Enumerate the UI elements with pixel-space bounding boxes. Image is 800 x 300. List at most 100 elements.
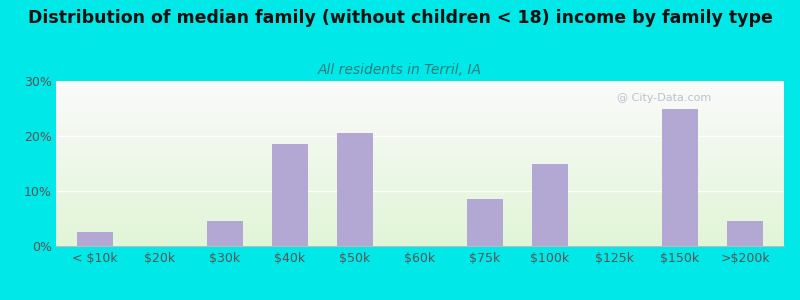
- Bar: [56, 135, 784, 136]
- Bar: [56, 226, 784, 227]
- Bar: [56, 156, 784, 157]
- Bar: [56, 172, 784, 173]
- Bar: [56, 136, 784, 137]
- Bar: [56, 118, 784, 119]
- Bar: [56, 175, 784, 176]
- Bar: [56, 196, 784, 197]
- Bar: [56, 198, 784, 199]
- Bar: [56, 185, 784, 186]
- Bar: [56, 179, 784, 180]
- Bar: [56, 110, 784, 111]
- Bar: [56, 141, 784, 142]
- Bar: [56, 215, 784, 216]
- Bar: [77, 232, 113, 246]
- Bar: [56, 209, 784, 210]
- Bar: [56, 126, 784, 127]
- Bar: [56, 158, 784, 159]
- Bar: [56, 108, 784, 109]
- Bar: [532, 164, 568, 246]
- Bar: [56, 245, 784, 246]
- Bar: [56, 170, 784, 171]
- Bar: [56, 237, 784, 238]
- Bar: [56, 86, 784, 87]
- Text: All residents in Terril, IA: All residents in Terril, IA: [318, 63, 482, 77]
- Bar: [56, 83, 784, 84]
- Bar: [56, 228, 784, 229]
- Bar: [56, 204, 784, 205]
- Text: Distribution of median family (without children < 18) income by family type: Distribution of median family (without c…: [27, 9, 773, 27]
- Bar: [56, 208, 784, 209]
- Bar: [56, 217, 784, 218]
- Bar: [56, 183, 784, 184]
- Bar: [56, 109, 784, 110]
- Bar: [56, 137, 784, 138]
- Bar: [56, 138, 784, 139]
- Bar: [56, 143, 784, 144]
- Bar: [56, 174, 784, 175]
- Bar: [56, 233, 784, 234]
- Bar: [56, 142, 784, 143]
- Bar: [56, 236, 784, 237]
- Bar: [56, 129, 784, 130]
- Bar: [56, 242, 784, 243]
- Bar: [467, 199, 503, 246]
- Bar: [56, 104, 784, 105]
- Bar: [56, 115, 784, 116]
- Bar: [56, 192, 784, 193]
- Bar: [56, 214, 784, 215]
- Bar: [56, 103, 784, 104]
- Bar: [56, 165, 784, 166]
- Bar: [337, 133, 373, 246]
- Bar: [56, 241, 784, 242]
- Bar: [662, 109, 698, 246]
- Bar: [56, 166, 784, 167]
- Bar: [56, 177, 784, 178]
- Bar: [56, 81, 784, 82]
- Bar: [56, 82, 784, 83]
- Bar: [56, 224, 784, 225]
- Bar: [56, 153, 784, 154]
- Bar: [56, 91, 784, 92]
- Bar: [56, 154, 784, 155]
- Bar: [56, 152, 784, 153]
- Bar: [56, 222, 784, 223]
- Bar: [56, 211, 784, 212]
- Bar: [56, 123, 784, 124]
- Bar: [56, 162, 784, 163]
- Bar: [56, 180, 784, 181]
- Bar: [56, 119, 784, 120]
- Bar: [56, 94, 784, 95]
- Bar: [56, 151, 784, 152]
- Bar: [56, 167, 784, 168]
- Bar: [56, 105, 784, 106]
- Bar: [56, 111, 784, 112]
- Bar: [56, 127, 784, 128]
- Bar: [56, 87, 784, 88]
- Bar: [56, 184, 784, 185]
- Bar: [56, 150, 784, 151]
- Bar: [56, 238, 784, 239]
- Bar: [56, 220, 784, 221]
- Bar: [56, 112, 784, 113]
- Bar: [56, 240, 784, 241]
- Bar: [56, 122, 784, 123]
- Bar: [56, 102, 784, 103]
- Bar: [56, 200, 784, 201]
- Bar: [56, 100, 784, 101]
- Bar: [56, 161, 784, 162]
- Bar: [56, 205, 784, 206]
- Bar: [56, 199, 784, 200]
- Bar: [56, 178, 784, 179]
- Bar: [56, 84, 784, 85]
- Bar: [56, 219, 784, 220]
- Bar: [56, 124, 784, 125]
- Bar: [56, 244, 784, 245]
- Bar: [56, 140, 784, 141]
- Bar: [56, 234, 784, 235]
- Bar: [56, 133, 784, 134]
- Bar: [56, 121, 784, 122]
- Bar: [56, 98, 784, 99]
- Bar: [56, 188, 784, 189]
- Bar: [56, 193, 784, 194]
- Bar: [56, 93, 784, 94]
